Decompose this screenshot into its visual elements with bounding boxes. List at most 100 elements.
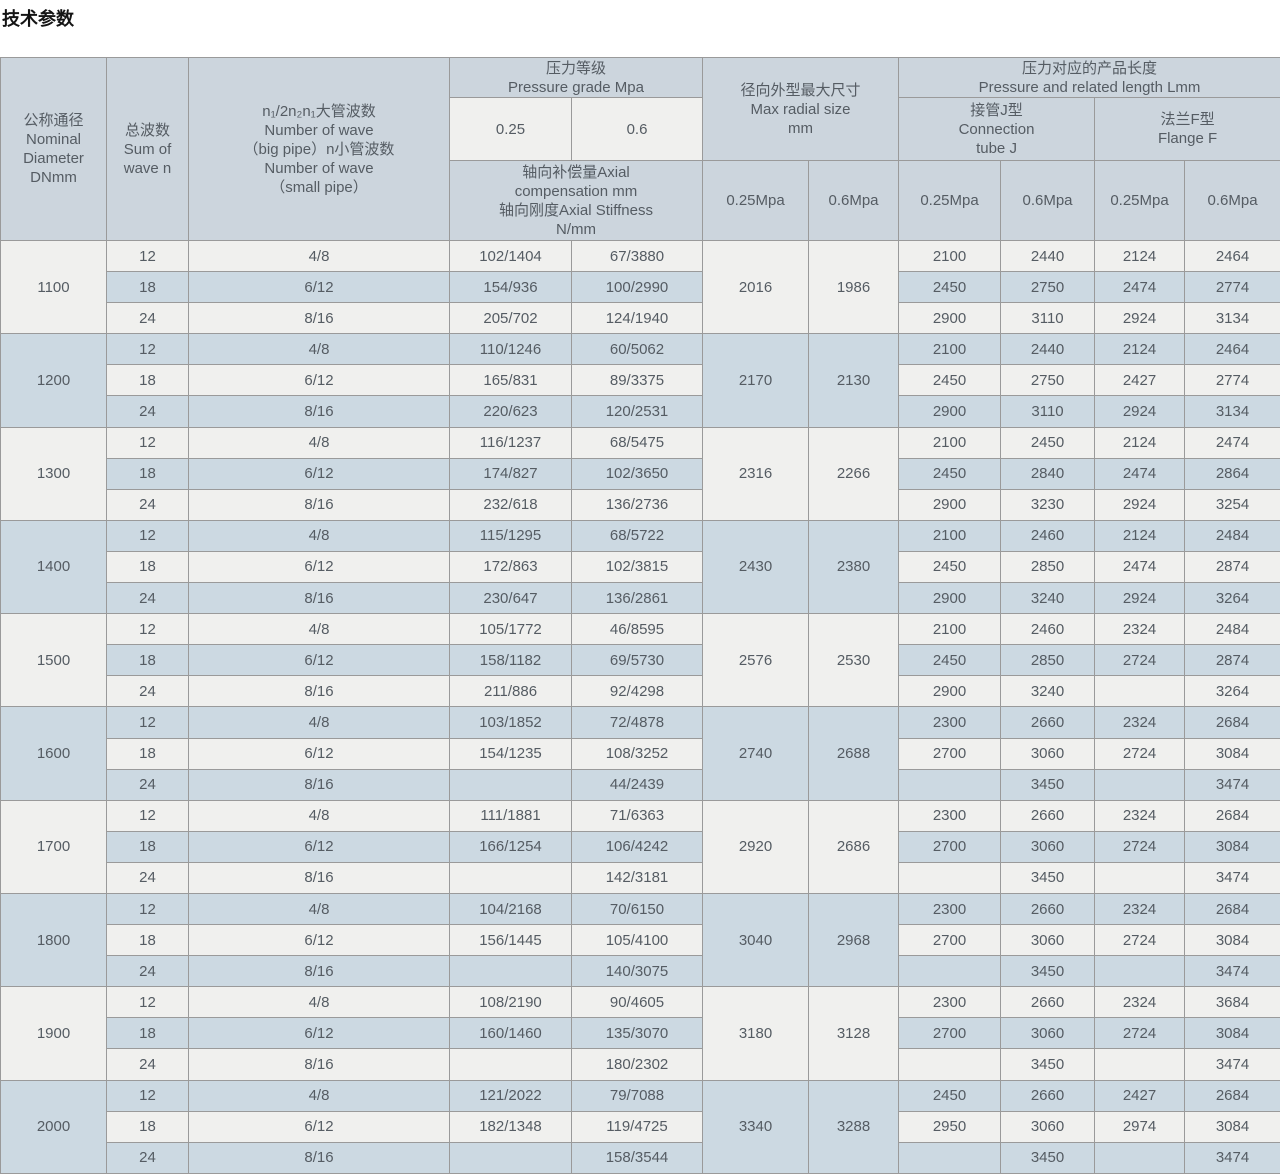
cell-axial-025 (449, 1048, 572, 1081)
cell-wave-number: 4/8 (188, 892, 450, 926)
cell-axial-06: 105/4100 (571, 924, 703, 957)
table-row: 24 8/16 205/702 124/1940 2900 3110 2924 3134 (0, 302, 1280, 335)
cell-radial-06: 3288 (807, 1079, 900, 1175)
table-row: 1900 12 4/8 108/2190 90/4605 3180 3128 2300 2660… (0, 986, 1280, 1081)
cell-f-025: 2124 (1094, 426, 1186, 459)
cell-axial-06: 70/6150 (571, 892, 703, 926)
cell-j-06: 2460 (1000, 613, 1096, 646)
cell-dn: 1500 (0, 613, 107, 708)
cell-wave-number: 6/12 (188, 924, 450, 957)
cell-j-06: 3450 (1000, 1048, 1096, 1081)
table-row: 1200 12 4/8 110/1246 60/5062 2170 2130 2100 2440… (0, 333, 1280, 428)
cell-dn: 1600 (0, 706, 107, 801)
cell-j-025: 2450 (898, 457, 1002, 490)
cell-j-06: 3450 (1000, 955, 1096, 988)
cell-axial-025: 172/863 (449, 550, 572, 584)
cell-axial-025: 154/1235 (449, 737, 572, 770)
cell-radial-06: 2130 (807, 333, 900, 428)
cell-wave-number: 6/12 (188, 457, 450, 490)
cell-f-025: 2427 (1094, 1079, 1186, 1112)
header-flange-f: 法兰F型 Flange F (1094, 97, 1280, 161)
cell-j-06: 2850 (1000, 550, 1096, 584)
cell-j-06: 2840 (1000, 457, 1096, 490)
header-f-025mpa: 0.25Mpa (1094, 160, 1186, 241)
cell-radial-06: 2266 (807, 426, 900, 521)
cell-f-06: 3474 (1184, 955, 1280, 988)
table-row: 18 6/12 182/1348 119/4725 2950 3060 2974 3084 (0, 1110, 1280, 1143)
cell-wave-number: 6/12 (188, 271, 450, 304)
cell-axial-06: 140/3075 (571, 955, 703, 988)
cell-axial-025: 230/647 (449, 582, 572, 615)
cell-f-025: 2474 (1094, 457, 1186, 490)
cell-wave-number: 6/12 (188, 550, 450, 584)
header-nominal-diameter: 公称通径 Nominal Diameter DNmm (0, 57, 107, 241)
cell-j-06: 2750 (1000, 364, 1096, 397)
cell-axial-025: 156/1445 (449, 924, 572, 957)
cell-j-025: 2450 (898, 1079, 1002, 1112)
cell-sum-of-wave: 18 (106, 364, 189, 397)
cell-f-025: 2124 (1094, 239, 1186, 273)
cell-radial-025: 2430 (702, 519, 809, 615)
cell-f-025 (1094, 955, 1186, 988)
cell-j-06: 3060 (1000, 830, 1096, 863)
cell-radial-06: 1986 (807, 239, 900, 335)
cell-f-06: 3684 (1184, 986, 1280, 1019)
cell-f-025 (1094, 1048, 1186, 1081)
cell-axial-025: 115/1295 (449, 519, 572, 552)
cell-axial-06: 68/5722 (571, 519, 703, 552)
cell-axial-06: 106/4242 (571, 830, 703, 863)
cell-wave-number: 8/16 (188, 1141, 450, 1175)
cell-axial-025: 160/1460 (449, 1017, 572, 1050)
header-f-06mpa: 0.6Mpa (1184, 160, 1280, 241)
cell-axial-06: 68/5475 (571, 426, 703, 459)
cell-j-025: 2100 (898, 239, 1002, 273)
cell-f-025 (1094, 768, 1186, 801)
cell-axial-06: 92/4298 (571, 675, 703, 708)
cell-f-06: 2684 (1184, 1079, 1280, 1112)
cell-f-025: 2724 (1094, 830, 1186, 863)
cell-f-06: 3084 (1184, 1017, 1280, 1050)
cell-radial-06: 2686 (807, 799, 900, 894)
cell-f-06: 3084 (1184, 830, 1280, 863)
cell-wave-number: 6/12 (188, 1110, 450, 1143)
cell-radial-025: 2016 (702, 239, 809, 335)
cell-sum-of-wave: 18 (106, 457, 189, 490)
cell-sum-of-wave: 24 (106, 582, 189, 615)
cell-sum-of-wave: 24 (106, 1141, 189, 1175)
cell-j-025 (898, 1141, 1002, 1175)
cell-radial-025: 3040 (702, 892, 809, 988)
cell-f-06: 3474 (1184, 1048, 1280, 1081)
cell-sum-of-wave: 12 (106, 519, 189, 552)
cell-axial-025: 174/827 (449, 457, 572, 490)
cell-wave-number: 8/16 (188, 675, 450, 708)
cell-j-025: 2950 (898, 1110, 1002, 1143)
cell-wave-number: 6/12 (188, 830, 450, 863)
cell-radial-025: 3340 (702, 1079, 809, 1175)
cell-wave-number: 4/8 (188, 239, 450, 273)
cell-f-025: 2974 (1094, 1110, 1186, 1143)
cell-axial-06: 136/2861 (571, 582, 703, 615)
cell-axial-025: 154/936 (449, 271, 572, 304)
cell-sum-of-wave: 24 (106, 861, 189, 894)
cell-axial-06: 108/3252 (571, 737, 703, 770)
table-row: 18 6/12 166/1254 106/4242 2700 3060 2724 3084 (0, 830, 1280, 863)
table-row: 18 6/12 160/1460 135/3070 2700 3060 2724 3084 (0, 1017, 1280, 1050)
cell-axial-06: 71/6363 (571, 799, 703, 832)
cell-radial-06: 2688 (807, 706, 900, 801)
cell-f-06: 3084 (1184, 737, 1280, 770)
cell-dn: 1800 (0, 892, 107, 988)
cell-j-025: 2700 (898, 830, 1002, 863)
table-row: 1500 12 4/8 105/1772 46/8595 2576 2530 2100 2460… (0, 613, 1280, 708)
cell-dn: 1700 (0, 799, 107, 894)
cell-wave-number: 6/12 (188, 1017, 450, 1050)
cell-f-06: 3264 (1184, 675, 1280, 708)
cell-axial-025 (449, 861, 572, 894)
cell-f-025: 2924 (1094, 582, 1186, 615)
header-axial-compensation: 轴向补偿量Axial compensation mm 轴向刚度Axial Sti… (449, 160, 703, 241)
cell-sum-of-wave: 24 (106, 768, 189, 801)
cell-j-06: 3240 (1000, 582, 1096, 615)
cell-f-025 (1094, 861, 1186, 894)
cell-j-025 (898, 768, 1002, 801)
cell-axial-06: 158/3544 (571, 1141, 703, 1175)
cell-f-06: 2874 (1184, 644, 1280, 677)
